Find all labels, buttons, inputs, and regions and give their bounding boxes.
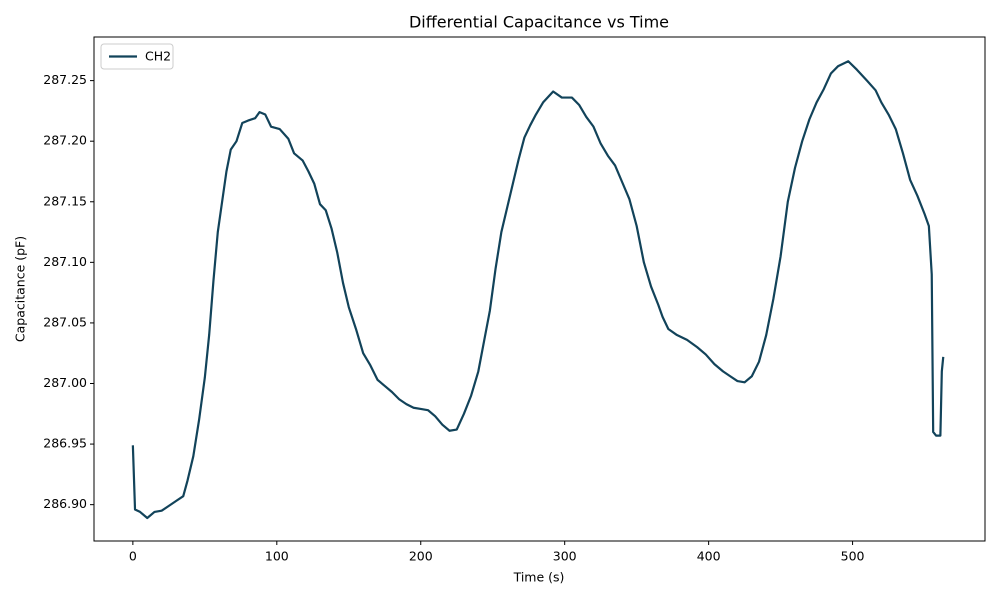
x-tick-label: 300: [553, 549, 577, 564]
chart-title: Differential Capacitance vs Time: [409, 13, 669, 32]
plot-frame: [93, 36, 986, 542]
x-tick-label: 500: [841, 549, 865, 564]
y-tick-label: 287.20: [43, 133, 87, 148]
x-tick-label: 0: [129, 549, 137, 564]
x-tick-label: 200: [409, 549, 433, 564]
y-axis-label: Capacitance (pF): [13, 236, 28, 342]
data-line: [131, 60, 945, 520]
legend-label: CH2: [145, 49, 171, 64]
y-tick-label: 287.05: [43, 314, 87, 329]
x-tick-label: 100: [265, 549, 289, 564]
y-tick-label: 287.15: [43, 193, 87, 208]
y-tick-label: 287.10: [43, 254, 87, 269]
x-tick-label: 400: [697, 549, 721, 564]
y-tick-label: 286.90: [43, 496, 87, 511]
x-axis-label: Time (s): [513, 570, 565, 585]
y-tick-label: 287.25: [43, 72, 87, 87]
y-tick-label: 287.00: [43, 375, 87, 390]
y-tick-label: 286.95: [43, 436, 87, 451]
